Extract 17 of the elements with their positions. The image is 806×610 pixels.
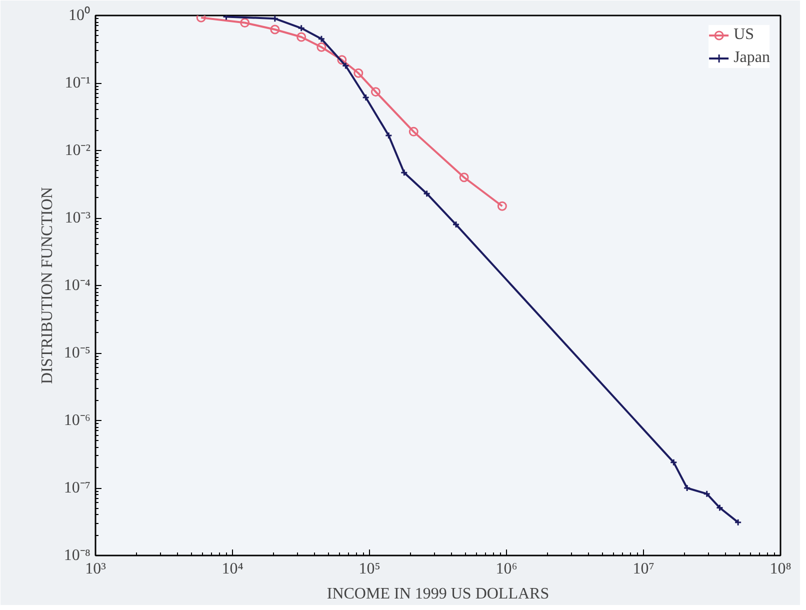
y-tick-label: 10⁻¹ [64,74,91,92]
y-tick-label: 10⁻² [64,142,91,159]
x-tick-label: 10⁶ [496,560,518,578]
y-tick-label: 10⁻⁴ [64,277,91,294]
y-tick-label: 10⁻⁵ [64,344,90,362]
legend-label: US [734,26,754,44]
y-tick-label: 10⁻⁶ [64,412,90,429]
y-axis-title: DISTRIBUTION FUNCTION [38,186,56,384]
y-tick-label: 10⁰ [68,6,90,24]
legend-label: Japan [734,49,770,67]
x-tick-label: 10⁷ [632,560,654,578]
x-tick-label: 10⁴ [222,560,244,578]
x-axis-title: INCOME IN 1999 US DOLLARS [326,586,550,602]
y-tick-label: 10⁻⁷ [64,480,90,496]
x-tick-label: 10⁵ [358,560,380,578]
x-tick-label: 10⁸ [770,560,792,578]
y-tick-label: 10⁻³ [64,210,91,226]
